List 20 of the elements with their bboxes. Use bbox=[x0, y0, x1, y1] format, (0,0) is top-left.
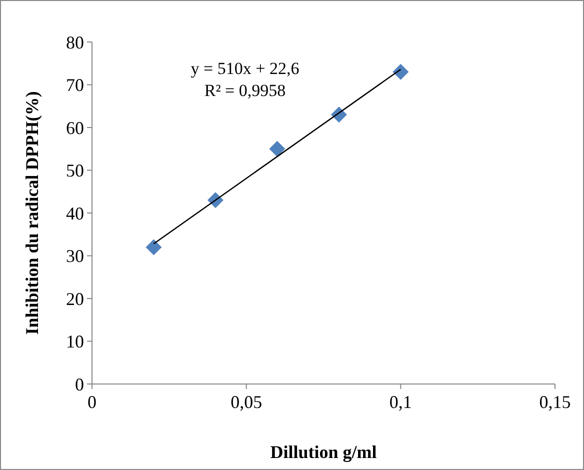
x-axis-title: Dillution g/ml bbox=[270, 442, 377, 462]
x-tick-label: 0,05 bbox=[230, 392, 262, 412]
y-tick-label: 10 bbox=[66, 332, 84, 352]
x-tick-label: 0,15 bbox=[539, 392, 571, 412]
y-tick-label: 30 bbox=[66, 246, 84, 266]
y-tick-label: 20 bbox=[66, 288, 84, 309]
annotation: y = 510x + 22,6 bbox=[190, 59, 300, 78]
y-axis-title: Inhibition du radical DPPH(%) bbox=[22, 91, 42, 335]
x-tick-label: 0,1 bbox=[389, 392, 412, 412]
y-tick-label: 80 bbox=[66, 32, 84, 52]
x-tick-label: 0 bbox=[88, 392, 96, 412]
annotation: R² = 0,9958 bbox=[204, 81, 286, 100]
point bbox=[269, 140, 286, 157]
y-tick-label: 50 bbox=[66, 160, 84, 181]
y-tick-label: 70 bbox=[66, 75, 84, 96]
y-tick-label: 60 bbox=[66, 118, 84, 138]
y-tick-label: 0 bbox=[75, 374, 84, 394]
point bbox=[392, 64, 409, 80]
y-tick-label: 40 bbox=[66, 203, 84, 224]
point bbox=[146, 239, 162, 256]
